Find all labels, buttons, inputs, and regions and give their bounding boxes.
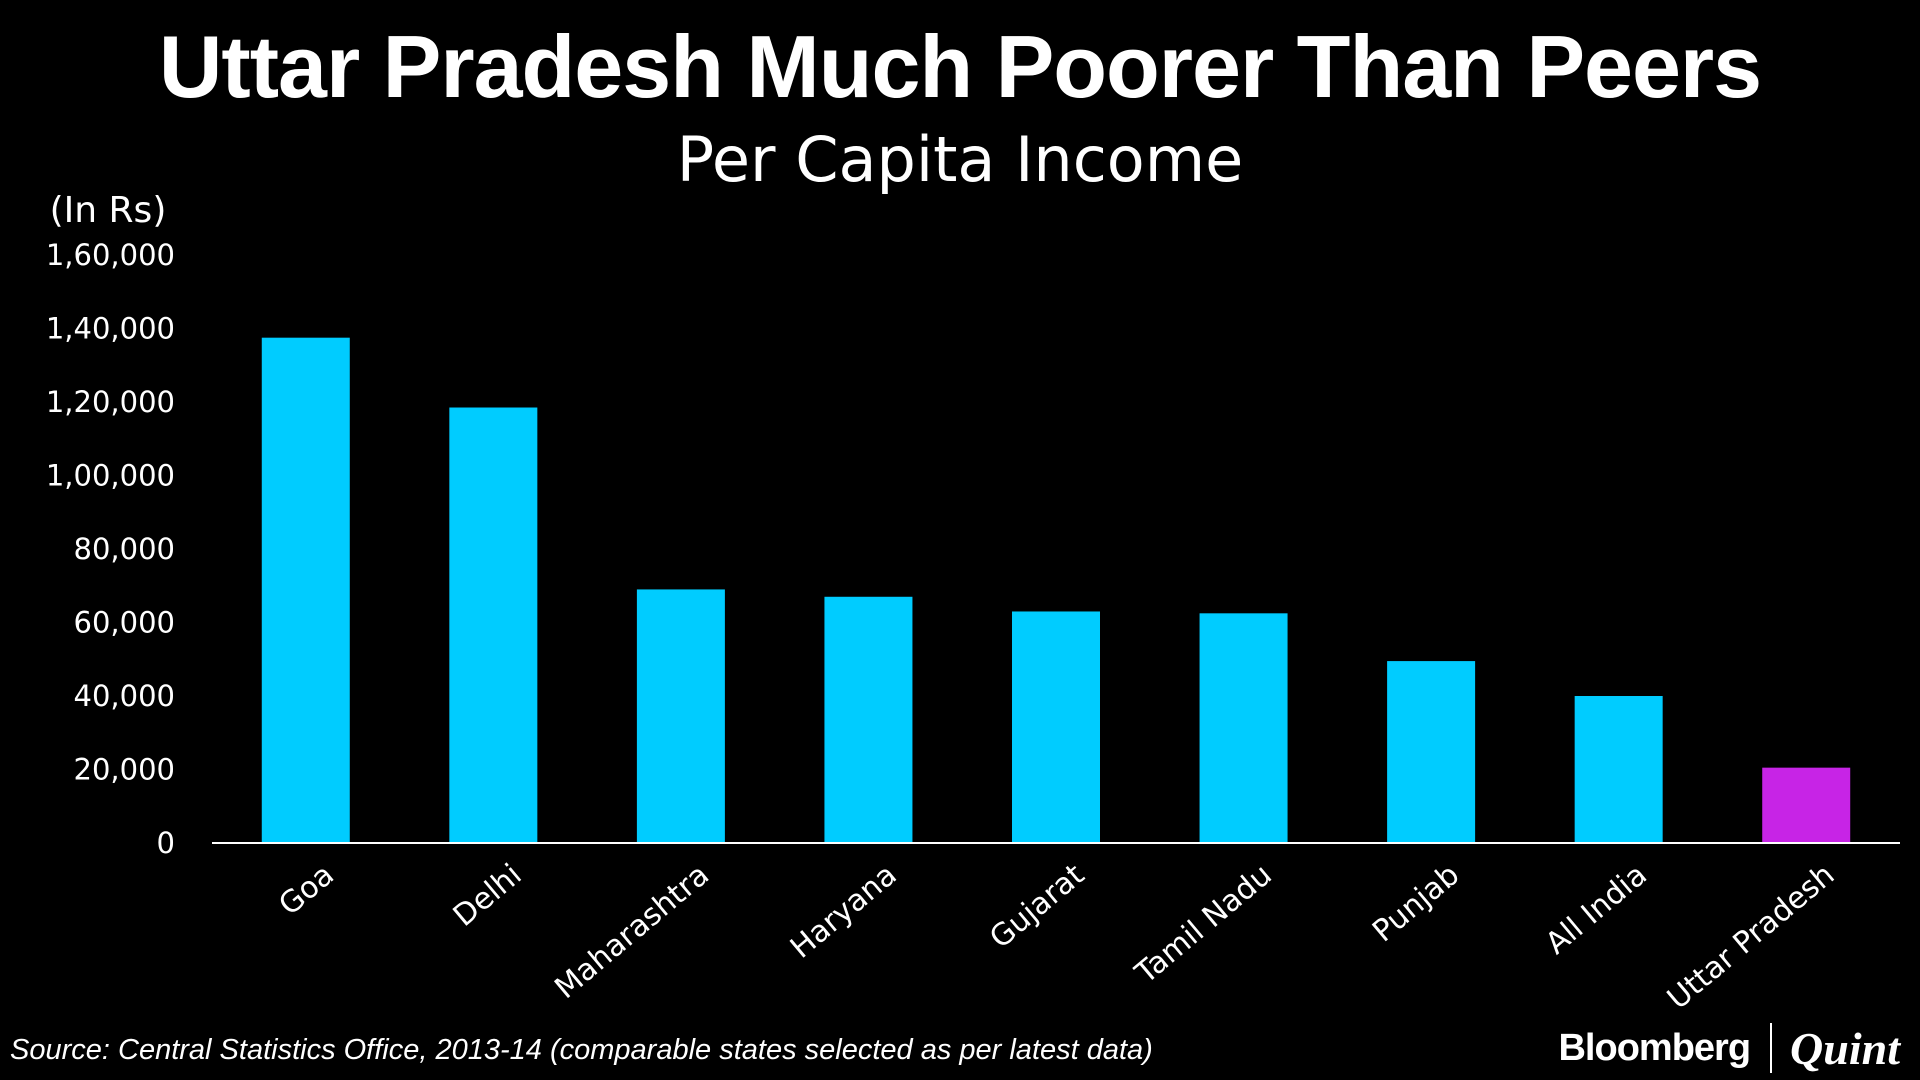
brand-logo: Bloomberg Quint — [1558, 1018, 1900, 1078]
y-axis-ticks: 0 20,000 40,000 60,000 80,000 1,00,000 1,20,00… — [46, 238, 175, 860]
bar-uttar-pradesh — [1762, 767, 1851, 843]
y-tick-label: 0 — [157, 826, 175, 860]
bar-punjab — [1387, 661, 1476, 843]
y-axis-label: (In Rs) — [50, 190, 167, 231]
bar-gujarat — [1012, 611, 1100, 843]
bar-goa — [261, 337, 350, 843]
bar-delhi — [449, 407, 538, 843]
y-tick-label: 1,40,000 — [46, 312, 175, 346]
x-tick-label: Tamil Nadu — [1128, 857, 1278, 991]
quint-wordmark: Quint — [1790, 1022, 1900, 1074]
x-tick-label: Delhi — [447, 857, 529, 933]
y-tick-label: 1,60,000 — [46, 238, 175, 272]
x-tick-label: Gujarat — [983, 857, 1091, 956]
x-axis-labels: Goa Delhi Maharashtra Haryana Gujarat Tamil N… — [272, 857, 1841, 1016]
x-tick-label: Uttar Pradesh — [1661, 857, 1841, 1016]
bar-tamil-nadu — [1199, 613, 1288, 843]
x-tick-label: Punjab — [1366, 857, 1466, 949]
bar-maharashtra — [636, 589, 725, 843]
x-tick-label: All India — [1539, 857, 1654, 961]
bar-haryana — [824, 596, 913, 843]
bars — [261, 337, 1851, 843]
x-tick-label: Maharashtra — [548, 857, 716, 1006]
y-tick-label: 1,00,000 — [46, 459, 175, 493]
bloomberg-wordmark: Bloomberg — [1558, 1026, 1751, 1069]
x-tick-label: Haryana — [784, 857, 904, 965]
y-tick-label: 60,000 — [74, 606, 175, 640]
y-tick-label: 20,000 — [74, 753, 175, 787]
source-note: Source: Central Statistics Office, 2013-… — [10, 1034, 1153, 1066]
y-tick-label: 40,000 — [74, 679, 175, 713]
chart-title: Uttar Pradesh Much Poorer Than Peers — [158, 17, 1762, 116]
chart-subtitle: Per Capita Income — [676, 123, 1244, 196]
x-tick-label: Goa — [272, 857, 340, 922]
y-tick-label: 80,000 — [74, 532, 175, 566]
bar-all-india — [1574, 696, 1663, 843]
brand-divider — [1770, 1023, 1773, 1073]
y-tick-label: 1,20,000 — [46, 385, 175, 419]
